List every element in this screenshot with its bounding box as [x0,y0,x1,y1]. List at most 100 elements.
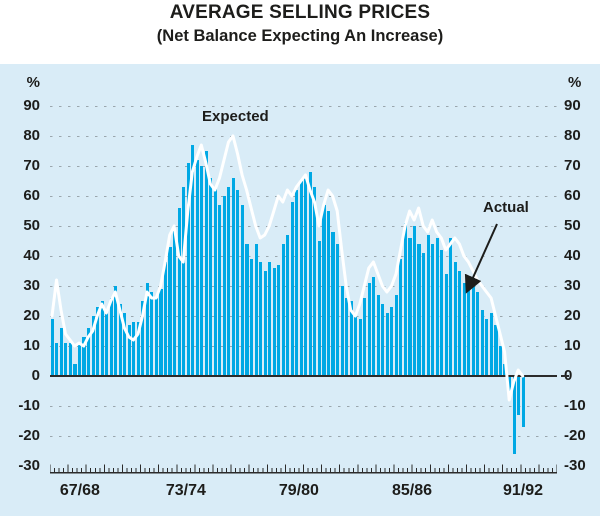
actual-bar [444,274,448,376]
actual-bar [467,277,471,376]
actual-bar [349,301,353,376]
actual-bar [367,283,371,376]
y-tick-label--10: -10 [18,397,40,414]
y-tick-label-10: 10 [23,337,40,354]
line-series-expected [50,134,525,402]
gridline-10 [50,345,557,347]
actual-bar [354,316,358,376]
actual-bar [281,244,285,376]
x-tick-label-79-80: 79/80 [278,482,319,499]
actual-bar [372,277,376,376]
actual-bar [77,343,82,376]
y-tick-label-80: 80 [23,127,40,144]
actual-bar [168,247,172,376]
y-tick-label-70: 70 [23,157,40,174]
y-tick-label-40: 40 [564,247,581,264]
x-axis-labels: 67/68 73/74 79/80 85/86 91/92 [50,482,557,504]
gridline-20 [50,315,557,317]
actual-bar [105,313,109,376]
actual-bar [431,244,435,376]
actual-bar [421,253,426,376]
actual-bar [435,238,439,376]
actual-bar [236,190,240,376]
actual-bar [412,226,417,376]
actual-bar [308,172,312,376]
actual-bar [114,286,118,376]
actual-bar [109,298,113,376]
actual-bar [182,187,186,376]
gridline-layer [50,94,557,479]
actual-bar [326,211,331,376]
actual-bar [68,343,72,376]
y-tick-label-20: 20 [564,307,581,324]
y-axis-labels-left: % 90 80 70 60 50 40 30 20 10 0 -10 -20 -30 [0,64,43,516]
y-tick-label-30: 30 [564,277,581,294]
actual-bar [55,343,59,376]
y-tick-label--20: -20 [18,427,40,444]
actual-bar [385,313,389,376]
actual-bar [186,163,190,376]
actual-bar [517,376,521,415]
y-tick-label-60: 60 [23,187,40,204]
y-tick-label-80: 80 [564,127,581,144]
actual-bar [290,202,294,376]
y-axis-unit-L: % [26,74,40,91]
actual-bar [195,160,199,376]
y-tick-label-70: 70 [564,157,581,174]
actual-bar [449,238,453,376]
actual-bar [191,145,195,376]
x-tick-label-67-68: 67/68 [59,482,100,499]
actual-bar [426,235,430,376]
actual-bar [408,238,412,376]
actual-bar [317,241,321,376]
actual-bar [259,262,263,376]
plot-area: Expected Actual [50,94,569,479]
actual-bar [82,337,86,376]
actual-bar [471,280,475,376]
actual-bar [313,187,317,376]
actual-bar [376,295,380,376]
y-tick-label-90: 90 [564,97,581,114]
actual-bar [462,283,466,376]
bar-series-actual [50,94,557,479]
actual-bar [485,319,489,376]
y-tick-label-30: 30 [23,277,40,294]
actual-bar [91,316,95,376]
actual-bar [399,259,403,376]
actual-bar [335,244,340,376]
y-tick-label-40: 40 [23,247,40,264]
x-tick-label-73-74: 73/74 [165,482,206,499]
actual-bar [381,304,385,376]
y-tick-label-0: 0 [31,367,40,384]
actual-bar [458,271,462,376]
actual-bar [150,292,154,376]
actual-bar [245,244,249,376]
actual-bar [123,313,127,376]
actual-bar [494,325,498,376]
actual-bar [218,205,222,376]
actual-bar [222,196,226,376]
actual-series-label: Actual [483,199,529,216]
actual-bar [277,265,281,376]
expected-series-label: Expected [202,108,269,125]
actual-bar [96,307,100,376]
actual-bar [64,343,68,376]
gridline-50 [50,225,557,227]
actual-bar [118,304,122,376]
actual-bar [254,244,258,376]
actual-bar [512,376,516,454]
actual-bar [145,283,149,376]
actual-bar [489,313,493,376]
actual-bar [59,328,63,376]
gridline-30 [50,285,557,287]
actual-bar [358,319,362,376]
y-tick-label-60: 60 [564,187,581,204]
actual-bar [249,259,254,376]
actual-bar [268,262,272,376]
actual-bar [159,289,163,376]
y-tick-label--30: -30 [18,457,40,474]
actual-bar [141,301,145,376]
actual-bar [394,295,398,376]
actual-bar [299,181,303,376]
